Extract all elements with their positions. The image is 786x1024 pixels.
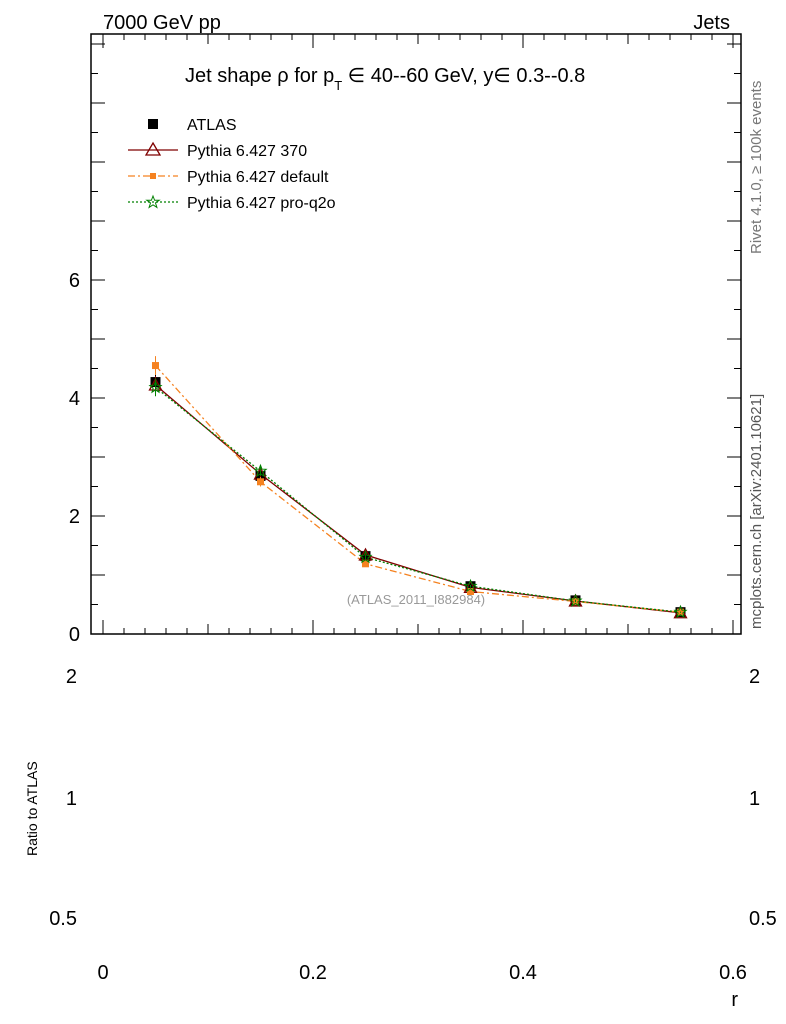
x-tick-label: 0.2 bbox=[299, 962, 327, 984]
x-tick-label: 0 bbox=[97, 962, 108, 984]
x-tick-label: 0.4 bbox=[509, 962, 537, 984]
ratio-tick-left-2: 2 bbox=[66, 666, 77, 688]
y-tick-label: 2 bbox=[69, 506, 80, 528]
series-line-1 bbox=[155, 384, 681, 614]
ratio-tick-left-0.5: 0.5 bbox=[49, 908, 77, 930]
legend-marker-370 bbox=[144, 141, 162, 156]
y-tick-label: 4 bbox=[69, 388, 80, 410]
x-axis-tick-labels: 0 0.2 0.4 0.6 bbox=[97, 962, 746, 984]
legend-label-default: Pythia 6.427 default bbox=[187, 169, 329, 186]
y-axis-ticks: 0 2 4 6 bbox=[69, 43, 741, 646]
data-point-default bbox=[467, 588, 474, 596]
ratio-y-axis-label: Ratio to ATLAS bbox=[24, 761, 40, 856]
ratio-tick-right-0.5: 0.5 bbox=[749, 908, 777, 930]
legend-label-atlas: ATLAS bbox=[187, 117, 237, 134]
chart-title-sub: T bbox=[334, 78, 342, 93]
mcplots-label: mcplots.cern.ch [arXiv:2401.10621] bbox=[748, 394, 765, 629]
data-point-proq2o bbox=[568, 593, 583, 607]
data-point-proq2o bbox=[148, 380, 163, 394]
chart-title-tail: ∈ 40--60 GeV, y∈ 0.3--0.8 bbox=[342, 65, 585, 87]
ratio-tick-right-2: 2 bbox=[749, 666, 760, 688]
series-line-3 bbox=[155, 386, 681, 613]
main-plot-frame bbox=[90, 33, 742, 635]
analysis-watermark: (ATLAS_2011_I882984) bbox=[347, 592, 485, 607]
header-left: 7000 GeV pp bbox=[103, 12, 221, 34]
legend-marker-proq2o bbox=[145, 194, 161, 209]
series-line-2 bbox=[155, 365, 681, 613]
x-axis-label: r bbox=[731, 989, 738, 1011]
data-point-default bbox=[152, 362, 159, 370]
ratio-tick-right-1: 1 bbox=[749, 788, 760, 810]
chart-title: Jet shape ρ for pT ∈ 40--60 GeV, y∈ 0.3-… bbox=[185, 65, 585, 93]
legend: ATLAS Pythia 6.427 370 Pythia 6.427 defa… bbox=[128, 117, 336, 212]
legend-label-370: Pythia 6.427 370 bbox=[187, 143, 307, 160]
data-point-default bbox=[362, 560, 369, 568]
ratio-tick-left-1: 1 bbox=[66, 788, 77, 810]
y-tick-label: 0 bbox=[69, 624, 80, 646]
header-right: Jets bbox=[693, 12, 730, 34]
data-point-proq2o bbox=[673, 604, 688, 619]
chart-title-lead: Jet shape ρ for p bbox=[185, 65, 334, 87]
data-point-proq2o bbox=[358, 549, 373, 564]
legend-marker-atlas bbox=[148, 119, 158, 129]
series-layer bbox=[148, 356, 688, 619]
y-tick-label: 6 bbox=[69, 270, 80, 292]
x-tick-label: 0.6 bbox=[719, 962, 747, 984]
data-point-proq2o bbox=[253, 463, 268, 478]
legend-label-proq2o: Pythia 6.427 pro-q2o bbox=[187, 195, 336, 212]
data-point-proq2o bbox=[463, 578, 478, 593]
legend-marker-default bbox=[150, 173, 156, 179]
data-point-default bbox=[257, 478, 264, 486]
x-axis-ticks bbox=[102, 34, 734, 634]
rivet-label: Rivet 4.1.0, ≥ 100k events bbox=[748, 81, 765, 254]
